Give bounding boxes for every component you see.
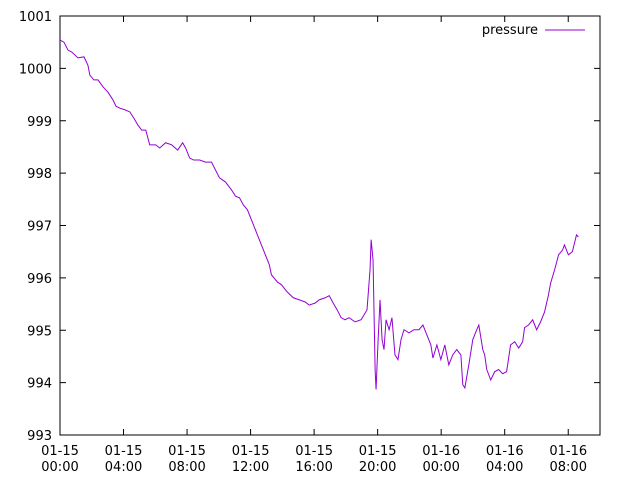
y-tick-label: 994 (27, 377, 52, 392)
x-tick-label: 01-16 00:00 (422, 444, 460, 475)
x-tick-label: 01-15 08:00 (168, 444, 206, 475)
data-line (59, 39, 579, 390)
y-tick-label: 998 (27, 167, 52, 182)
y-tick-label: 1000 (19, 62, 52, 77)
x-tick-label: 01-15 04:00 (105, 444, 143, 475)
x-tick-label: 01-16 04:00 (486, 444, 524, 475)
x-tick-label: 01-16 08:00 (549, 444, 587, 475)
x-tick-label: 01-15 00:00 (41, 444, 79, 475)
y-tick-label: 996 (27, 272, 52, 287)
y-tick-label: 1001 (19, 10, 52, 25)
x-tick-label: 01-15 12:00 (232, 444, 270, 475)
y-tick-label: 999 (27, 115, 52, 130)
y-tick-label: 993 (27, 429, 52, 444)
plot-border (59, 15, 601, 436)
y-tick-label: 995 (27, 324, 52, 339)
legend-label: pressure (482, 23, 538, 38)
x-tick-label: 01-15 16:00 (295, 444, 333, 475)
y-tick-label: 997 (27, 220, 52, 235)
x-tick-label: 01-15 20:00 (359, 444, 397, 475)
